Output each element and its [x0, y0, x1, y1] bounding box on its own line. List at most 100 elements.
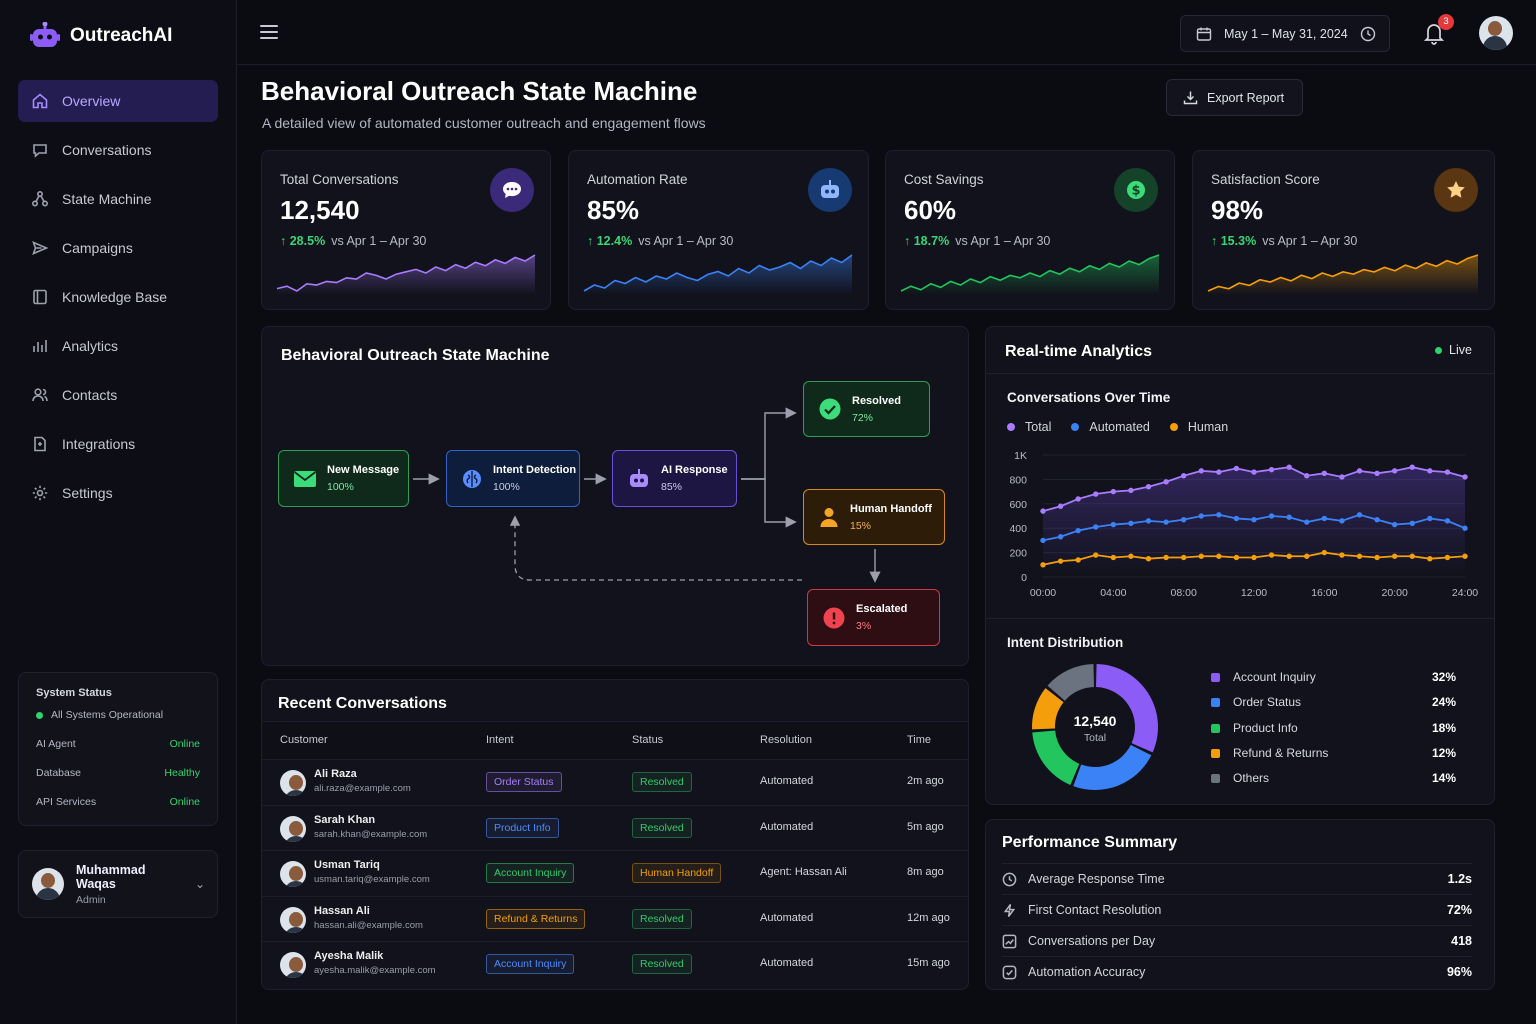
resolution-cell: Agent: Hassan Ali	[760, 866, 847, 878]
table-row[interactable]: Usman Tariq usman.tariq@example.com Acco…	[262, 850, 968, 895]
bell-icon[interactable]	[1422, 20, 1446, 46]
legend-swatch	[1071, 423, 1080, 431]
lightning-icon	[1003, 903, 1016, 917]
chat-bubble-icon	[490, 168, 534, 212]
kpi-compare: vs Apr 1 – Apr 30	[331, 234, 427, 248]
kpi-delta-value: 18.7%	[913, 234, 950, 248]
kpi-card-total-conversations: Total Conversations 12,540 ↑ 28.5% vs Apr…	[261, 150, 551, 310]
svg-text:$: $	[1131, 184, 1140, 199]
sidebar-item-conversations[interactable]: Conversations	[18, 129, 218, 171]
user-menu[interactable]: Muhammad Waqas Admin ⌄	[18, 850, 218, 918]
y-tick-label: 800	[1009, 474, 1027, 486]
sidebar-item-knowledge-base[interactable]: Knowledge Base	[18, 276, 218, 318]
status-dot-icon	[36, 711, 43, 719]
node-label: AI Response	[661, 464, 728, 476]
state-node-ai-response[interactable]: AI Response 85%	[612, 450, 737, 507]
customer-email: usman.tariq@example.com	[314, 874, 430, 885]
sidebar-item-integrations[interactable]: Integrations	[18, 423, 218, 465]
legend-swatch	[1007, 423, 1015, 431]
data-point	[1251, 554, 1257, 561]
state-node-escalated[interactable]: Escalated 3%	[807, 589, 940, 646]
arrow-connector	[741, 407, 797, 480]
data-point	[1321, 515, 1328, 522]
data-point	[1356, 553, 1363, 559]
table-row[interactable]: Ayesha Malik ayesha.malik@example.com Ac…	[262, 941, 968, 986]
date-range-picker[interactable]: May 1 – May 31, 2024	[1180, 15, 1390, 52]
data-point	[1409, 553, 1415, 559]
chart-legend: Total Automated Human	[1007, 420, 1228, 434]
status-value: Online	[169, 738, 200, 750]
gear-icon	[32, 485, 48, 501]
book-icon	[33, 289, 47, 305]
system-status-panel: System Status All Systems Operational AI…	[18, 672, 218, 826]
state-node-intent-detection[interactable]: Intent Detection 100%	[446, 450, 580, 507]
data-point	[1110, 554, 1117, 561]
data-point	[1444, 554, 1451, 561]
data-point	[1427, 468, 1433, 474]
legend-label: Total	[1025, 420, 1052, 434]
customer-email: ali.raza@example.com	[314, 783, 411, 794]
legend-item: Human	[1169, 420, 1228, 434]
donut-slice	[1073, 744, 1152, 790]
intent-label: Account Inquiry	[1233, 670, 1316, 684]
system-status-overall-text: All Systems Operational	[51, 709, 164, 721]
live-dot-icon	[1435, 346, 1442, 354]
sidebar-item-overview[interactable]: Overview	[18, 80, 218, 122]
avatar[interactable]	[1479, 16, 1513, 50]
data-point	[1321, 470, 1328, 476]
data-point	[1286, 514, 1292, 520]
kpi-card-cost-savings: Cost Savings 60% ↑ 18.7% vs Apr 1 – Apr 3…	[885, 150, 1175, 310]
data-point	[1057, 558, 1064, 564]
data-point	[1374, 554, 1380, 561]
menu-icon[interactable]	[260, 25, 278, 39]
sidebar-item-state-machine[interactable]: State Machine	[18, 178, 218, 220]
data-point	[1427, 556, 1433, 562]
data-point	[1145, 518, 1152, 524]
sidebar-item-campaigns[interactable]: Campaigns	[18, 227, 218, 269]
live-indicator: Live	[1435, 343, 1472, 357]
state-node-new-message[interactable]: New Message 100%	[278, 450, 409, 507]
sparkline-area	[901, 255, 1159, 295]
logo[interactable]: OutreachAI	[30, 22, 172, 50]
kpi-compare: vs Apr 1 – Apr 30	[638, 234, 734, 248]
performance-row: Conversations per Day 418	[1002, 925, 1472, 956]
customer-cell: Sarah Khan sarah.khan@example.com	[314, 814, 427, 840]
x-tick-label: 12:00	[1241, 587, 1267, 599]
intent-legend-item: Account Inquiry 32%	[1211, 670, 1456, 684]
legend-swatch	[1211, 748, 1220, 758]
state-node-resolved[interactable]: Resolved 72%	[803, 381, 930, 437]
data-point	[1180, 554, 1187, 561]
sidebar: OutreachAI Overview Conversations State …	[0, 0, 237, 1024]
time-cell: 12m ago	[907, 911, 950, 924]
chevron-down-icon[interactable]: ⌄	[194, 877, 205, 891]
state-node-human-handoff[interactable]: Human Handoff 15%	[803, 489, 945, 545]
sidebar-item-analytics[interactable]: Analytics	[18, 325, 218, 367]
table-row[interactable]: Ali Raza ali.raza@example.com Order Stat…	[262, 759, 968, 804]
sidebar-item-label: State Machine	[62, 191, 152, 207]
customer-cell: Hassan Ali hassan.ali@example.com	[314, 905, 423, 931]
trend-icon	[1002, 934, 1017, 948]
column-header: Intent	[486, 734, 514, 746]
table-row[interactable]: Hassan Ali hassan.ali@example.com Refund…	[262, 895, 968, 941]
check-circle-icon	[1002, 965, 1017, 979]
sidebar-item-contacts[interactable]: Contacts	[18, 374, 218, 416]
data-point	[1462, 474, 1468, 480]
status-value: Healthy	[164, 767, 200, 779]
export-report-button[interactable]: Export Report	[1166, 79, 1303, 116]
data-point	[1409, 464, 1415, 470]
bar-chart-icon	[33, 340, 47, 352]
table-row[interactable]: Sarah Khan sarah.khan@example.com Produc…	[262, 804, 968, 850]
kpi-delta-value: 15.3%	[1220, 234, 1257, 248]
sidebar-item-label: Analytics	[62, 338, 119, 354]
data-point	[1093, 491, 1099, 497]
kpi-value: 12,540	[280, 195, 360, 225]
time-cell: 5m ago	[907, 820, 944, 833]
sidebar-item-settings[interactable]: Settings	[18, 472, 218, 514]
intent-label: Others	[1233, 771, 1270, 786]
legend-swatch	[1169, 423, 1178, 431]
export-label: Export Report	[1207, 90, 1285, 105]
date-range-text: May 1 – May 31, 2024	[1224, 26, 1348, 41]
data-point	[1093, 552, 1099, 558]
intent-badge: Account Inquiry	[486, 954, 575, 974]
